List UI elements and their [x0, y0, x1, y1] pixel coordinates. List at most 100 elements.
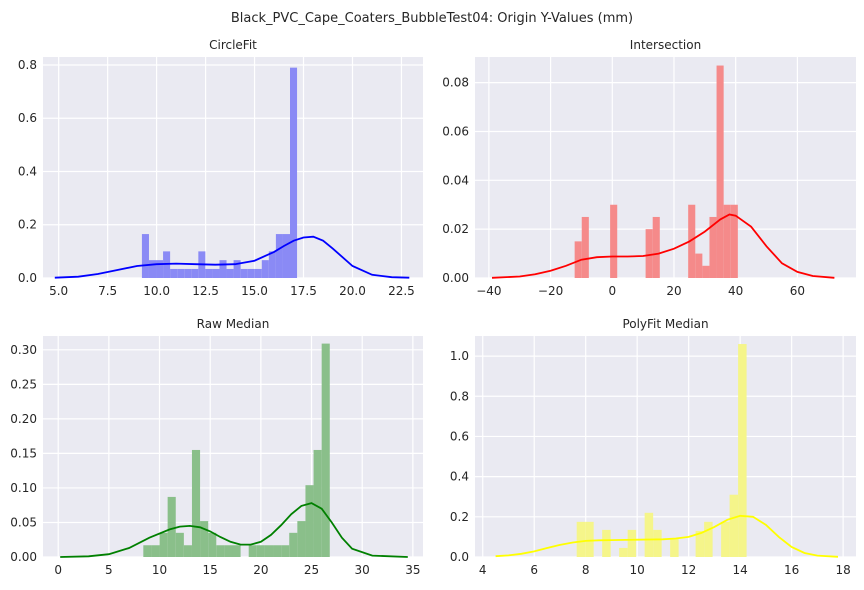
histogram-bar [297, 521, 306, 557]
x-tick-label: 8 [582, 563, 590, 577]
kde-line [495, 514, 839, 558]
plot-area [475, 336, 856, 557]
x-tick-label: 5 [105, 563, 113, 577]
x-tick-label: 20 [253, 563, 268, 577]
histogram-bar [208, 532, 217, 557]
histogram-bar [264, 545, 274, 557]
histogram-bar [702, 265, 710, 278]
subplot-intersection: Intersection −40 −20 0 20 40 60 0.00 0.02 0.04 0.0… [442, 38, 856, 298]
x-tick-label: 0 [608, 284, 616, 298]
histogram-bar [141, 234, 149, 278]
x-tick-label: 22.5 [388, 284, 415, 298]
subplots: CircleFit 5.0 7.5 10.0 12.5 15.0 17.5 20.0 22.5 0… [10, 38, 856, 577]
histogram-bar [652, 216, 660, 278]
histogram-bar [212, 268, 220, 278]
histogram-bar [282, 234, 290, 278]
y-tick-label: 0.05 [10, 515, 37, 529]
histogram-bar [695, 530, 705, 557]
histogram-bar [627, 529, 637, 557]
histogram-bar [273, 545, 282, 557]
histogram-bar [738, 344, 747, 557]
histogram-bar [313, 449, 322, 557]
histogram-bar [159, 532, 168, 557]
subplot-title: Intersection [630, 38, 701, 52]
y-tick-label: 0.08 [442, 76, 469, 90]
histogram-bar [716, 65, 724, 278]
subplot-title: CircleFit [209, 38, 257, 52]
x-tick-label: −20 [538, 284, 563, 298]
histogram-bar [248, 545, 257, 557]
histogram-bar [256, 545, 265, 557]
x-tick-label: 16 [784, 563, 799, 577]
histogram-bar [602, 529, 611, 557]
histogram-bar [576, 521, 586, 557]
y-tick-label: 0.0 [18, 271, 37, 285]
histogram-bar [289, 532, 298, 557]
histogram-bar [695, 253, 703, 278]
histogram-bar [233, 260, 241, 278]
x-tick-label: 12.5 [192, 284, 219, 298]
figure-title: Black_PVC_Cape_Coaters_BubbleTest04: Ori… [231, 11, 633, 26]
y-tick-label: 0.00 [442, 271, 469, 285]
histogram-bar [261, 260, 269, 278]
histogram-bar [581, 216, 589, 278]
x-tick-label: 7.5 [98, 284, 117, 298]
subplot-title: Raw Median [197, 317, 270, 331]
x-tick-label: −40 [476, 284, 501, 298]
histogram-bar [148, 260, 157, 278]
subplot-title: PolyFit Median [622, 317, 708, 331]
histogram-bar [175, 532, 184, 557]
kde-line [60, 502, 408, 558]
x-tick-label: 17.5 [290, 284, 317, 298]
histogram-bar [275, 234, 283, 278]
x-tick-label: 4 [479, 563, 487, 577]
histogram-bar [219, 260, 227, 278]
histogram-bar [191, 268, 199, 278]
histogram-bar [254, 268, 262, 278]
histogram-bar [723, 204, 731, 278]
histogram-bar [240, 268, 248, 278]
x-tick-label: 5.0 [49, 284, 68, 298]
histogram-bar [585, 521, 594, 557]
plot-area [43, 336, 423, 557]
kde-line [491, 213, 835, 279]
x-tick-label: 30 [355, 563, 370, 577]
histogram-bar [205, 268, 213, 278]
y-tick-label: 0.02 [442, 222, 469, 236]
histogram-bar [200, 521, 209, 557]
histogram-bar [151, 545, 160, 557]
histogram-bar [247, 268, 255, 278]
x-tick-label: 12 [681, 563, 696, 577]
x-tick-label: 25 [304, 563, 319, 577]
histogram-bar [644, 512, 654, 557]
histogram-bar [281, 545, 290, 557]
histogram-bar [619, 547, 628, 557]
y-tick-label: 1.0 [450, 349, 469, 363]
x-tick-label: 20.0 [339, 284, 366, 298]
histogram-bar [184, 268, 192, 278]
histogram-bar [268, 251, 276, 278]
y-tick-label: 0.8 [18, 58, 37, 72]
x-tick-label: 10.0 [143, 284, 170, 298]
x-tick-label: 10 [630, 563, 645, 577]
y-tick-label: 0.15 [10, 446, 37, 460]
subplot-raw-median: Raw Median 0 5 10 15 20 25 30 35 0.00 0.05 0.10 0.15… [10, 317, 423, 577]
histogram-bar [305, 485, 314, 557]
y-tick-label: 0.30 [10, 343, 37, 357]
y-tick-label: 0.4 [18, 164, 37, 178]
y-tick-label: 0.2 [18, 218, 37, 232]
x-tick-label: 15 [203, 563, 218, 577]
y-tick-label: 0.00 [10, 550, 37, 564]
histogram-bar [232, 545, 241, 557]
y-tick-label: 0.10 [10, 481, 37, 495]
subplot-polyfit-median: PolyFit Median 4 6 8 10 12 14 16 18 0.0 0.2 0.4 0.6 0… [450, 317, 856, 577]
histogram-bar [156, 260, 164, 278]
plot-area [43, 57, 423, 278]
x-tick-label: 0 [54, 563, 62, 577]
histogram-bar [688, 204, 696, 278]
plot-area [475, 57, 856, 278]
histogram-bar [574, 241, 582, 278]
histogram-bar [709, 216, 717, 278]
x-tick-label: 15.0 [241, 284, 268, 298]
